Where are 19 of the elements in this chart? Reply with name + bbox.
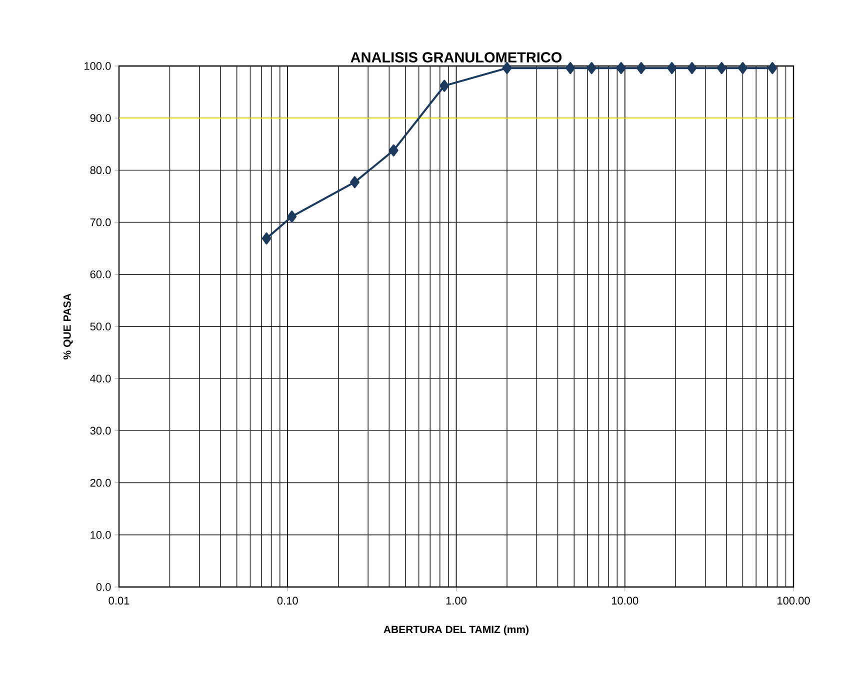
x-axis-title: ABERTURA DEL TAMIZ (mm) (384, 625, 529, 636)
x-tick-label: 10.00 (612, 596, 638, 605)
y-tick-label: 60.0 (90, 270, 111, 278)
y-tick-label: 70.0 (90, 218, 111, 226)
y-axis-title: % QUE PASA (63, 294, 73, 360)
y-tick-label: 100.0 (84, 62, 111, 70)
y-tick-label: 50.0 (90, 322, 111, 330)
chart-title: ANALISIS GRANULOMETRICO (350, 52, 562, 62)
x-tick-label: 0.10 (277, 596, 298, 605)
x-tick-label: 100.00 (778, 596, 810, 605)
x-tick-label: 0.01 (108, 596, 130, 605)
y-tick-label: 90.0 (90, 114, 111, 122)
y-tick-label: 10.0 (90, 531, 111, 539)
y-tick-label: 40.0 (90, 374, 111, 382)
y-tick-label: 0.0 (96, 583, 111, 591)
y-tick-label: 30.0 (90, 426, 111, 435)
y-tick-label: 80.0 (90, 166, 111, 174)
y-tick-label: 20.0 (90, 478, 111, 487)
x-tick-label: 1.00 (446, 596, 467, 605)
